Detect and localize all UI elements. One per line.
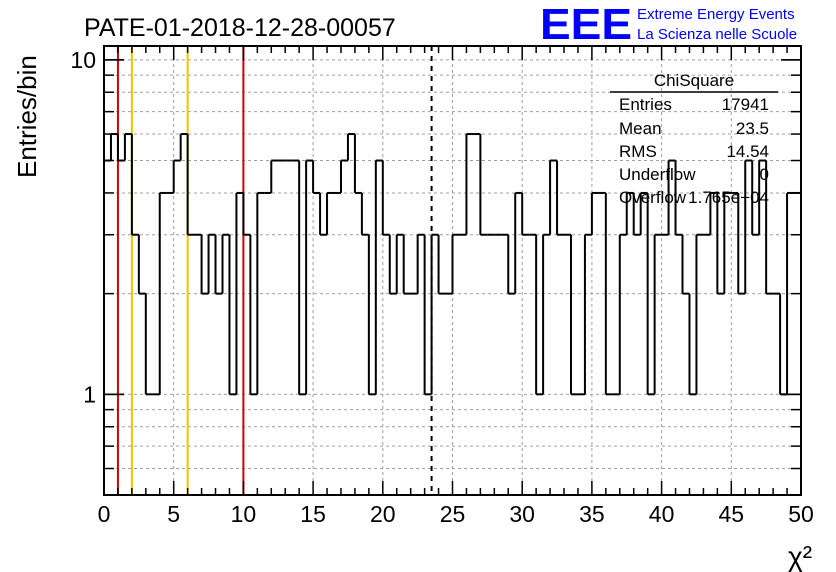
x-tick-labels: 0 5 10 15 20 25 30 35 40 45 50	[98, 501, 814, 527]
stats-label-entries: Entries	[619, 95, 672, 114]
chart-title: PATE-01-2018-12-28-00057	[84, 14, 396, 42]
x-tick-label: 5	[167, 501, 180, 527]
x-tick-label: 10	[231, 501, 257, 527]
x-tick-label: 25	[440, 501, 466, 527]
stats-label-underflow: Underflow	[619, 165, 696, 184]
x-tick-label: 40	[649, 501, 675, 527]
reference-lines	[116, 46, 433, 495]
y-tick-label: 10	[70, 47, 96, 73]
y-axis-label: Entries/bin	[12, 55, 42, 178]
axes	[103, 45, 802, 496]
x-tick-label: 35	[579, 501, 605, 527]
stats-value-underflow: 0	[760, 165, 769, 184]
x-tick-label: 30	[509, 501, 535, 527]
stats-title: ChiSquare	[654, 71, 734, 90]
x-tick-label: 15	[300, 501, 326, 527]
stats-label-overflow: Overflow	[619, 188, 687, 207]
stats-label-mean: Mean	[619, 119, 662, 138]
logo-line2: La Scienza nelle Scuole	[637, 26, 797, 43]
logo-line1: Extreme Energy Events	[637, 6, 795, 23]
eee-logo: EEE	[540, 0, 632, 49]
stats-value-mean: 23.5	[736, 119, 769, 138]
x-tick-label: 20	[370, 501, 396, 527]
stats-label-rms: RMS	[619, 142, 657, 161]
histogram-bins	[104, 133, 801, 396]
stats-box: ChiSquare Entries 17941 Mean 23.5 RMS 14…	[610, 71, 778, 207]
y-tick-labels: 1 10	[70, 47, 96, 407]
x-axis-label: χ²	[788, 541, 812, 572]
stats-value-rms: 14.54	[726, 142, 769, 161]
y-tick-label: 1	[83, 381, 96, 407]
x-tick-label: 50	[788, 501, 814, 527]
stats-value-overflow: 1.765e+04	[688, 188, 769, 207]
x-tick-label: 45	[719, 501, 745, 527]
stats-value-entries: 17941	[722, 95, 769, 114]
x-tick-label: 0	[98, 501, 111, 527]
